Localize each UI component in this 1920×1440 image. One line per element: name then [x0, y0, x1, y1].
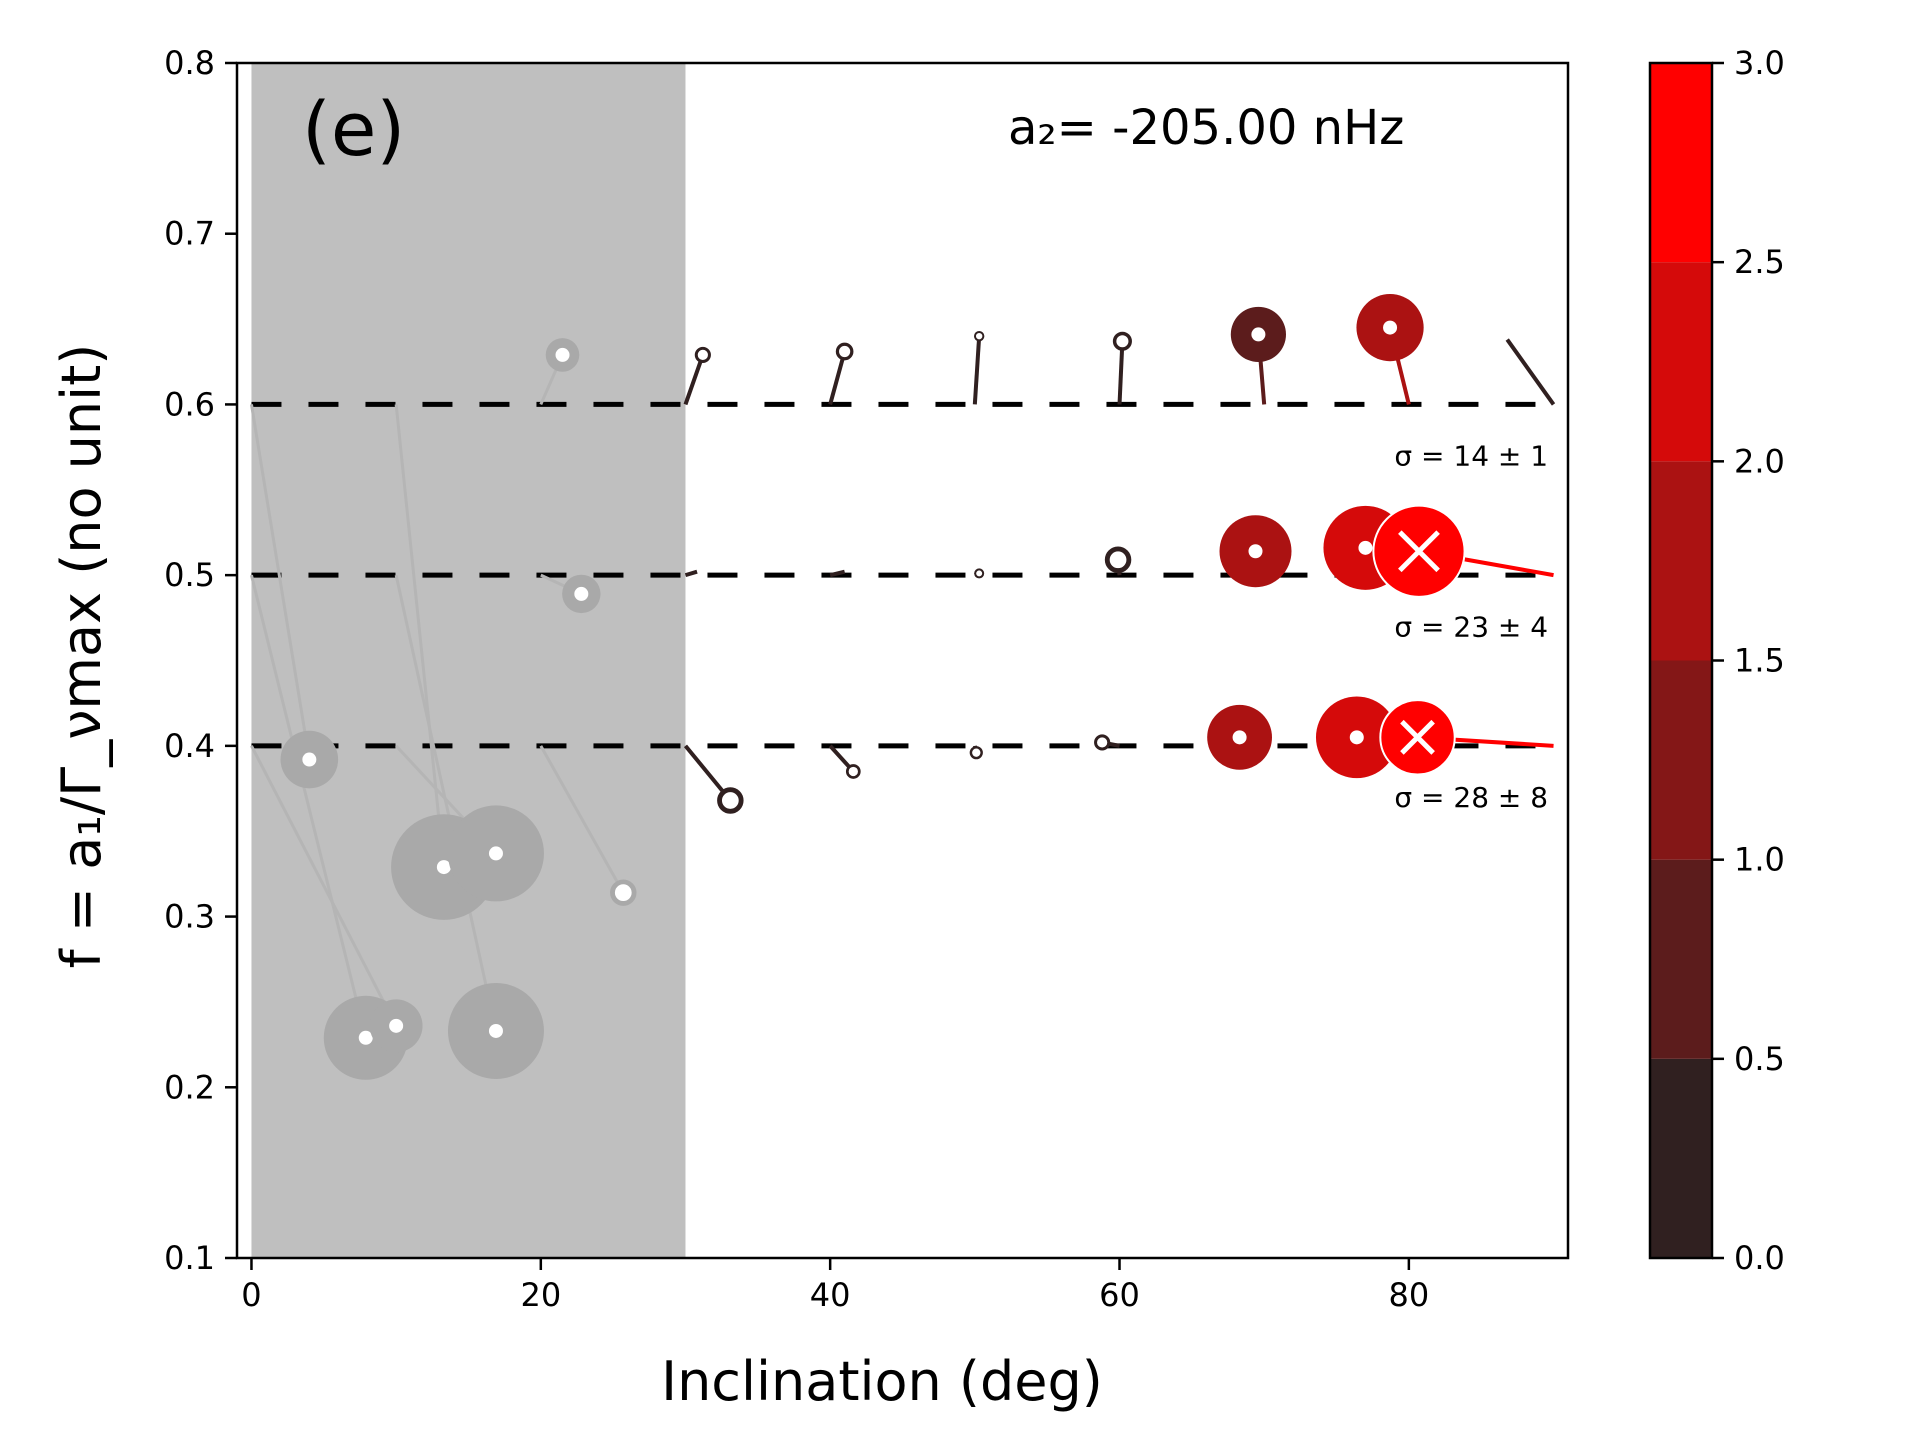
y-tick-label: 0.4 [164, 727, 215, 765]
x-axis-label: Inclination (deg) [661, 1350, 1103, 1413]
point-connector [394, 574, 498, 1032]
sigma-annotation: σ = 23 ± 4 [1394, 610, 1548, 643]
data-point [1104, 546, 1132, 574]
a2-annotation: a₂= -205.00 nHz [1008, 100, 1404, 156]
data-point-outline [1372, 504, 1466, 598]
sigma-annotation: σ = 28 ± 8 [1394, 781, 1548, 814]
data-point-center [555, 347, 570, 362]
data-point-outline [1379, 699, 1456, 776]
y-tick-label: 0.5 [164, 556, 215, 594]
colorbar-band [1650, 262, 1712, 462]
colorbar-band [1650, 63, 1712, 263]
y-tick-label: 0.7 [164, 215, 215, 253]
data-point-center [302, 752, 317, 767]
y-tick-label: 0.2 [164, 1068, 215, 1106]
colorbar-tick-label: 1.0 [1734, 841, 1785, 879]
x-tick-label: 80 [1388, 1276, 1429, 1314]
point-connector [1117, 341, 1125, 405]
cross-marker [1400, 719, 1435, 755]
data-point-center [358, 1030, 373, 1045]
x-tick-label: 0 [241, 1276, 261, 1314]
data-point [835, 342, 854, 361]
y-tick-label: 0.1 [164, 1239, 215, 1277]
data-point-center [436, 860, 451, 875]
data-point-center [389, 1018, 404, 1033]
colorbar-tick-label: 3.0 [1734, 44, 1785, 82]
colorbar-band [1650, 660, 1712, 860]
data-point [717, 787, 744, 814]
x-tick-label: 40 [810, 1276, 851, 1314]
data-point [973, 330, 985, 342]
data-point [610, 879, 637, 906]
data-point-center [488, 846, 503, 861]
colorbar-band [1650, 461, 1712, 661]
data-point-center [574, 586, 589, 601]
colorbar-tick-label: 0.0 [1734, 1239, 1785, 1277]
point-connector [972, 336, 982, 405]
colorbar-band [1650, 859, 1712, 1059]
axes-frame [235, 61, 1570, 1260]
colorbar-tick-label: 2.5 [1734, 243, 1785, 281]
x-tick-label: 60 [1099, 1276, 1140, 1314]
y-tick-label: 0.3 [164, 898, 215, 936]
colorbar: 0.0 0.5 1.0 1.5 2.0 2.5 3.0 [1648, 44, 1785, 1277]
data-point-center [1349, 730, 1364, 745]
panel-label: (e) [302, 87, 405, 173]
colorbar-tick-label: 0.5 [1734, 1040, 1785, 1078]
point-connector [539, 745, 625, 894]
point-connector [1505, 338, 1556, 406]
cross-marker [1398, 530, 1440, 573]
y-axis-label: f = a₁/Γ_νmax (no unit) [50, 344, 113, 969]
point-connector [829, 569, 846, 578]
point-connector [249, 404, 311, 760]
data-point [969, 746, 983, 760]
data-point [974, 568, 985, 579]
x-tick-label: 20 [520, 1276, 561, 1314]
data-point-center [1251, 327, 1266, 342]
data-point-center [1248, 544, 1263, 559]
shaded-region [251, 63, 686, 1258]
y-tick-label: 0.6 [164, 385, 215, 423]
data-point [1112, 331, 1132, 351]
colorbar-tick-label: 1.5 [1734, 642, 1785, 680]
colorbar-tick-label: 2.0 [1734, 442, 1785, 480]
point-connector [684, 569, 698, 578]
point-connector [250, 574, 368, 1039]
data-point [1094, 734, 1111, 751]
data-point-center [1358, 540, 1373, 555]
point-connector [250, 745, 398, 1027]
point-connector [683, 354, 705, 406]
data-point [845, 764, 861, 779]
data-point-center [488, 1023, 503, 1038]
y-tick-label: 0.8 [164, 44, 215, 82]
data-point-center [1232, 730, 1247, 745]
colorbar-band [1650, 1058, 1712, 1258]
data-point [694, 346, 711, 364]
point-connector [828, 350, 847, 405]
sigma-annotation: σ = 14 ± 1 [1394, 440, 1548, 473]
data-point-center [1383, 320, 1398, 335]
